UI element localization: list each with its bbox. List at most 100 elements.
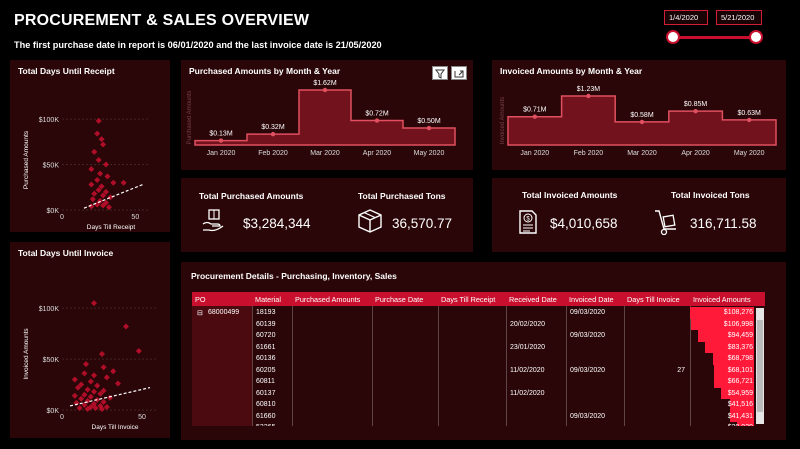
scatter-point[interactable] — [92, 404, 99, 411]
scatter-point[interactable] — [91, 300, 97, 307]
scatter-point[interactable] — [83, 361, 89, 368]
scatter-point[interactable] — [84, 405, 91, 412]
scatter-point[interactable] — [95, 117, 102, 124]
scatter-point[interactable] — [81, 391, 88, 398]
scatter-point[interactable] — [103, 403, 110, 410]
col-purchase-date[interactable]: Purchase Date — [375, 295, 424, 304]
purchased-area-chart[interactable]: Purchased Amounts $0.13M Jan 2020 $0.32M Feb… — [181, 60, 473, 170]
col-material[interactable]: Material — [255, 295, 281, 304]
scatter-point[interactable] — [84, 386, 91, 393]
scatter-point[interactable] — [91, 400, 97, 407]
scatter-point[interactable] — [76, 404, 83, 411]
scatter-point[interactable] — [120, 179, 127, 186]
scatter-point[interactable] — [110, 368, 117, 375]
table-row[interactable]: 60205 11/02/2020 09/03/2020 27 $68,101 — [192, 364, 765, 376]
data-point[interactable] — [426, 125, 432, 131]
procurement-details-table[interactable]: PO Material Purchased Amounts Purchase D… — [192, 292, 765, 426]
filter-icon[interactable] — [432, 66, 448, 80]
scatter-point[interactable] — [95, 187, 102, 193]
area-series[interactable] — [507, 95, 777, 146]
table-row[interactable]: 60720 09/03/2020 $94,459 — [192, 330, 765, 342]
table-row[interactable]: 61660 09/03/2020 $41,431 — [192, 410, 765, 422]
data-point[interactable] — [693, 108, 698, 114]
po-toggle-icon[interactable]: ⊟ — [197, 310, 203, 317]
scatter-point[interactable] — [107, 394, 113, 401]
col-invoiced-amounts[interactable]: Invoiced Amounts — [693, 295, 751, 304]
scatter-point[interactable] — [71, 376, 78, 383]
scatter-point[interactable] — [94, 177, 101, 183]
data-point[interactable] — [270, 131, 276, 137]
table-row[interactable]: 53265 $29,039 — [192, 422, 765, 426]
date-slider-end-handle[interactable] — [749, 30, 763, 44]
scatter-point[interactable] — [73, 399, 80, 406]
scatter-point[interactable] — [78, 381, 85, 388]
col-purchased-amounts[interactable]: Purchased Amounts — [295, 295, 361, 304]
scatter-point[interactable] — [100, 398, 107, 405]
scatter-point[interactable] — [105, 204, 112, 211]
scatter-point[interactable] — [123, 323, 129, 330]
table-row[interactable]: 18193 09/03/2020 $108,276 — [192, 307, 765, 319]
scatter-point[interactable] — [115, 380, 121, 387]
invoiced-area-chart[interactable]: Invoiced Amounts $0.71M Jan 2020 $1.23M Feb … — [492, 60, 786, 170]
scatter-point[interactable] — [75, 384, 81, 391]
start-date-input[interactable]: 1/4/2020 — [664, 10, 708, 25]
table-row[interactable]: 60811 $66,721 — [192, 376, 765, 388]
data-point[interactable] — [374, 118, 380, 123]
area-series[interactable] — [194, 89, 456, 146]
scatter-point[interactable] — [94, 382, 101, 389]
scatter-point[interactable] — [98, 136, 105, 143]
date-slider-track[interactable] — [672, 36, 762, 39]
scatter-point[interactable] — [81, 370, 88, 377]
scatter-point[interactable] — [89, 196, 96, 203]
data-point[interactable] — [586, 93, 591, 99]
table-row[interactable]: 60139 20/02/2020 $106,998 — [192, 318, 765, 330]
table-row[interactable]: 60137 11/02/2020 $54,959 — [192, 387, 765, 399]
scatter-point[interactable] — [94, 130, 101, 137]
scatter-point[interactable] — [100, 202, 107, 209]
scatter-point[interactable] — [88, 166, 95, 173]
scatter-point[interactable] — [98, 183, 105, 190]
scatter-point[interactable] — [87, 378, 94, 385]
scatter-point[interactable] — [103, 188, 109, 195]
scatter-point[interactable] — [87, 393, 94, 400]
table-row[interactable]: 60136 $68,798 — [192, 353, 765, 365]
scatter-point[interactable] — [91, 148, 98, 155]
scatter-point[interactable] — [99, 405, 105, 412]
data-point[interactable] — [747, 117, 752, 123]
table-scrollbar-thumb[interactable] — [757, 320, 763, 412]
scatter-point[interactable] — [100, 364, 107, 371]
scatter-point[interactable] — [103, 374, 110, 381]
date-slider-start-handle[interactable] — [666, 30, 680, 44]
data-point[interactable] — [639, 119, 645, 125]
data-point[interactable] — [322, 87, 328, 93]
scatter-point[interactable] — [100, 141, 107, 148]
scatter-point[interactable] — [100, 387, 107, 394]
scatter-point[interactable] — [91, 190, 98, 197]
scatter-point[interactable] — [97, 390, 104, 397]
scatter-point[interactable] — [81, 401, 88, 408]
scatter-point[interactable] — [97, 170, 104, 177]
scatter-point[interactable] — [100, 192, 107, 199]
data-point[interactable] — [218, 138, 224, 143]
col-received-date[interactable]: Received Date — [509, 295, 557, 304]
table-row[interactable]: 60810 $41,516 — [192, 399, 765, 411]
data-point[interactable] — [532, 114, 537, 119]
scatter-point[interactable] — [88, 181, 95, 188]
scatter-point[interactable] — [104, 173, 111, 180]
table-row[interactable]: 61661 23/01/2020 $83,376 — [192, 341, 765, 353]
scatter-point[interactable] — [110, 179, 117, 186]
col-days-till-receipt[interactable]: Days Till Receipt — [441, 295, 496, 304]
scatter-point[interactable] — [99, 351, 105, 357]
col-po[interactable]: PO — [195, 295, 206, 304]
col-days-till-invoice[interactable]: Days Till Invoice — [627, 295, 680, 304]
scatter-point[interactable] — [103, 161, 109, 168]
scatter-point[interactable] — [88, 203, 95, 210]
scatter-point[interactable] — [91, 388, 97, 395]
scatter-point[interactable] — [135, 347, 142, 354]
end-date-input[interactable]: 5/21/2020 — [716, 10, 762, 25]
scatter-point[interactable] — [78, 395, 85, 402]
col-invoiced-date[interactable]: Invoiced Date — [569, 295, 614, 304]
scatter-point[interactable] — [91, 372, 97, 379]
scatter-point[interactable] — [71, 392, 78, 399]
scatter-point[interactable] — [95, 157, 102, 163]
